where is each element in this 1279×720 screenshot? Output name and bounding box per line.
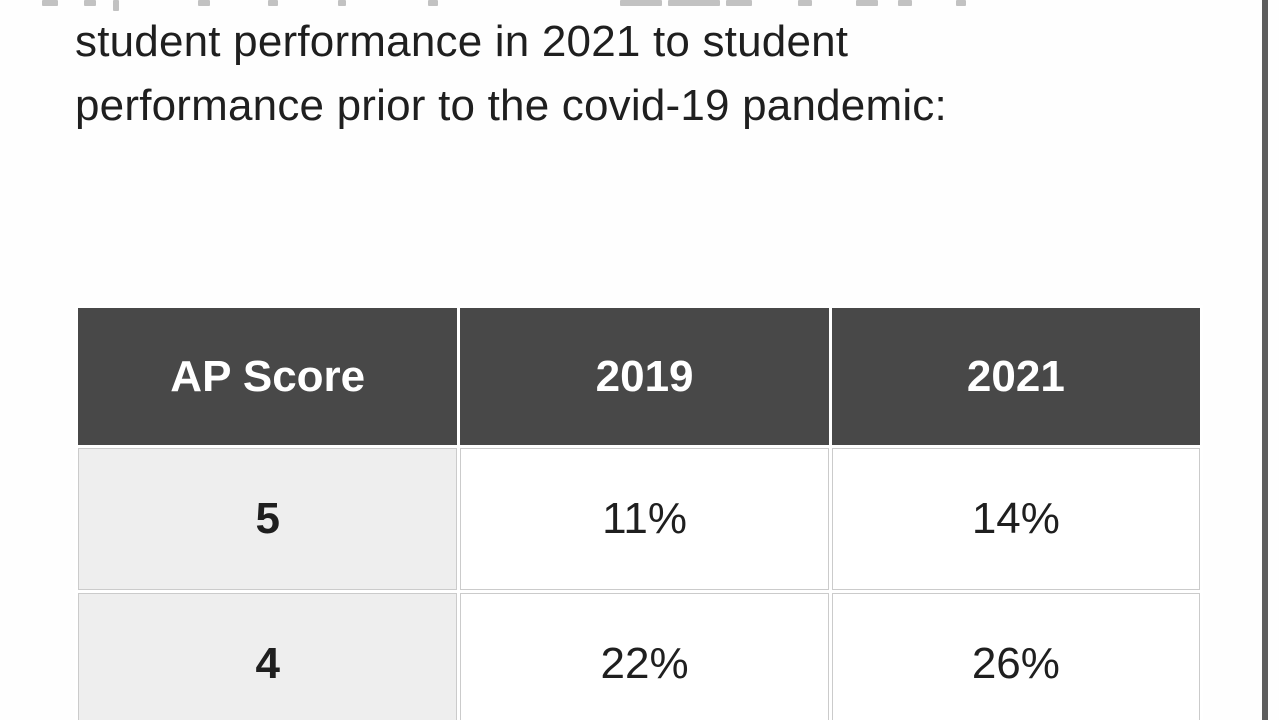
ap-score-table: AP Score 2019 2021 5 11% 14% 4 22% 26%	[75, 305, 1203, 720]
header-cell-ap-score: AP Score	[78, 308, 458, 445]
intro-paragraph: student performance in 2021 to student p…	[75, 10, 1175, 138]
table-row: 4 22% 26%	[78, 593, 1200, 720]
header-cell-2021: 2021	[831, 308, 1200, 445]
right-edge-bar	[1262, 0, 1268, 720]
cell-2021-value: 14%	[831, 448, 1200, 590]
intro-line-2: performance prior to the covid-19 pandem…	[75, 81, 947, 130]
header-cell-2019: 2019	[460, 308, 829, 445]
table-row: 5 11% 14%	[78, 448, 1200, 590]
intro-line-1: student performance in 2021 to student	[75, 17, 849, 66]
table-header-row: AP Score 2019 2021	[78, 308, 1200, 445]
clipped-text-remnant	[0, 0, 1279, 12]
cell-score: 5	[78, 448, 458, 590]
cell-2021-value: 26%	[831, 593, 1200, 720]
cell-2019-value: 11%	[460, 448, 829, 590]
cell-score: 4	[78, 593, 458, 720]
cell-2019-value: 22%	[460, 593, 829, 720]
